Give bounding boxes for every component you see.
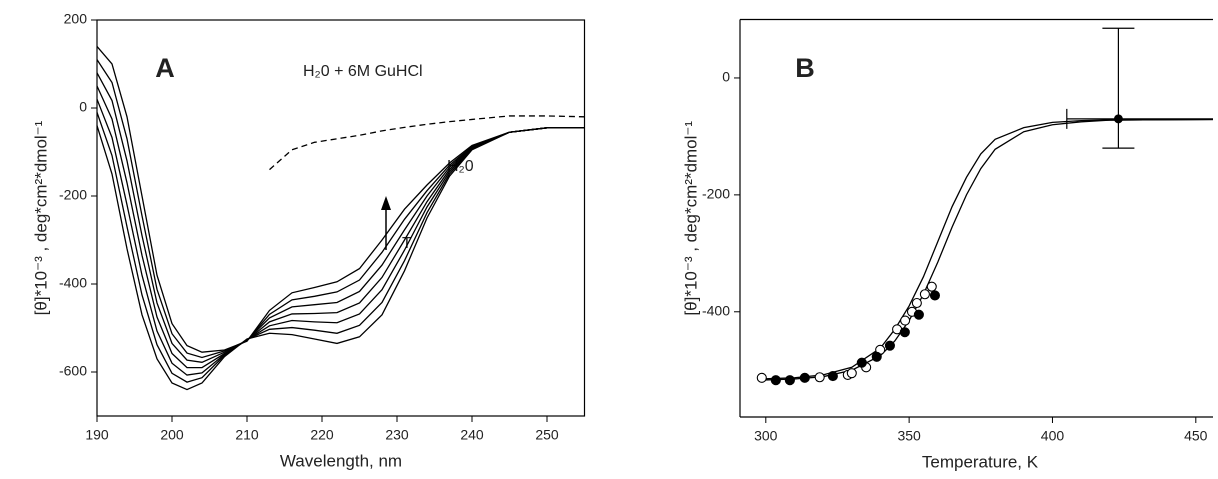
filled-point [784, 375, 795, 386]
x-tick-label: 230 [385, 427, 409, 443]
curve [760, 118, 1214, 380]
x-tick-label: 240 [460, 427, 484, 443]
curve [96, 45, 585, 353]
curve [96, 125, 585, 391]
y-tick-label: -200 [59, 187, 87, 203]
y-tick-label: -400 [702, 302, 730, 318]
y-axis-label: [θ]*10⁻³ , deg*cm²*dmol⁻¹ [681, 121, 700, 316]
y-tick-label: 0 [79, 99, 87, 115]
curve [96, 98, 585, 376]
open-point [846, 368, 857, 379]
y-tick-label: -200 [702, 186, 730, 202]
x-tick-label: 450 [1184, 428, 1208, 444]
arrow-head [381, 196, 391, 210]
open-point [926, 281, 937, 292]
open-point [919, 289, 930, 300]
dashed-curve [269, 115, 585, 171]
x-tick-label: 200 [160, 427, 184, 443]
open-point [814, 372, 825, 383]
x-axis-label: Temperature, K [922, 452, 1039, 471]
open-point [900, 315, 911, 326]
filled-point [799, 372, 810, 383]
panel-label: A [155, 53, 175, 83]
filled-point [856, 357, 867, 368]
panel-label: B [795, 53, 815, 83]
curve [96, 59, 585, 359]
plot-frame [96, 19, 586, 417]
y-axis-label: [θ]*10⁻³ , deg*cm²*dmol⁻¹ [31, 120, 50, 315]
x-tick-label: 220 [310, 427, 334, 443]
x-tick-label: 210 [235, 427, 259, 443]
curve [760, 118, 1214, 381]
open-point [756, 372, 767, 383]
curve [96, 85, 585, 369]
filled-point [929, 290, 940, 301]
x-tick-label: 190 [85, 427, 109, 443]
annotation: T [402, 235, 412, 252]
filled-point [913, 309, 924, 320]
x-tick-label: 300 [754, 428, 778, 444]
filled-point [770, 375, 781, 386]
error-point [1113, 114, 1123, 124]
filled-point [899, 327, 910, 338]
y-tick-label: 200 [64, 11, 88, 27]
x-tick-label: 350 [897, 428, 921, 444]
open-point [911, 297, 922, 309]
x-tick-label: 400 [1041, 428, 1065, 444]
filled-point [871, 351, 882, 362]
y-tick-label: -400 [59, 275, 87, 291]
x-axis-label: Wavelength, nm [280, 451, 402, 470]
filled-point [827, 371, 838, 382]
filled-point [884, 340, 895, 351]
y-tick-label: -600 [59, 363, 87, 379]
curve [96, 72, 585, 363]
y-tick-label: 0 [722, 69, 730, 85]
series-label: H₂0 + 6M GuHCl [303, 63, 423, 80]
x-tick-label: 250 [535, 427, 559, 443]
curve [96, 112, 585, 383]
